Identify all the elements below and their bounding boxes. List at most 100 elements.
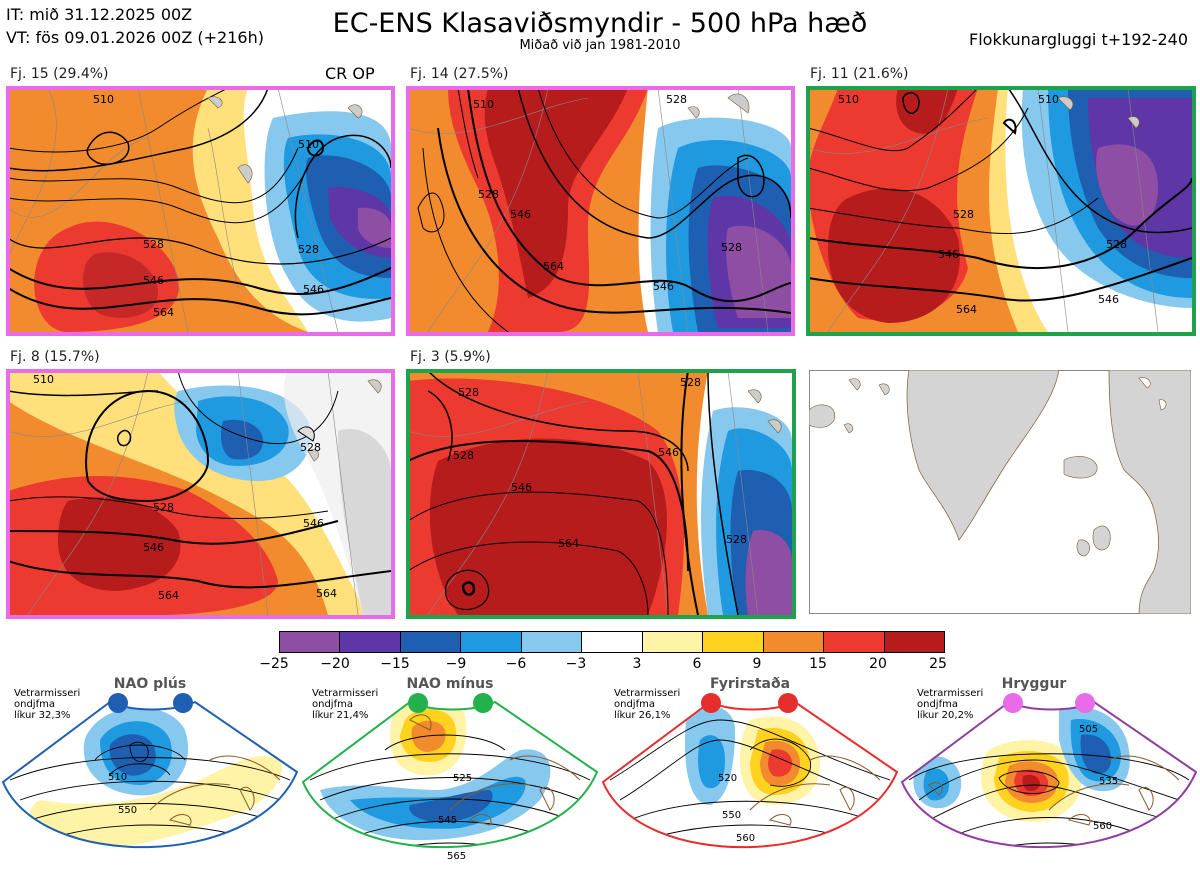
cluster-map-3: 510 528 546 564 546 528 510 (808, 88, 1192, 332)
colorbar-tick-label: 3 (632, 656, 642, 672)
contour-label: 528 (666, 93, 687, 106)
page-subtitle: Miðað við jan 1981-2010 (519, 38, 681, 53)
contour-label: 546 (511, 481, 532, 494)
colorbar-segment (280, 632, 341, 652)
contour-label: 528 (153, 501, 174, 514)
contour-label: 546 (1098, 293, 1119, 306)
regime-season: Vetrarmisseri (312, 688, 379, 699)
colorbar-tick-label: −25 (259, 656, 289, 672)
contour-label: 550 (722, 810, 741, 821)
contour-label: 528 (478, 188, 499, 201)
contour-label: 528 (1106, 238, 1127, 251)
contour-label: 510 (838, 93, 859, 106)
regime-map-ridge: 505 535 560 (900, 693, 1198, 849)
cluster-map-1: 510 528 546 564 546 528 510 (8, 88, 391, 332)
contour-label: 564 (316, 587, 337, 600)
contour-label: 510 (33, 373, 54, 386)
contour-label: 564 (158, 589, 179, 602)
contour-label: 520 (718, 773, 737, 784)
contour-label: 546 (658, 446, 679, 459)
cluster-border-1 (6, 86, 395, 336)
contour-label: 564 (153, 306, 174, 319)
contour-label: 565 (447, 851, 466, 862)
colorbar-tick-label: −9 (445, 656, 467, 672)
contour-label: 546 (143, 274, 164, 287)
contour-label: 546 (653, 280, 674, 293)
regime-map-nao-plus: 510 550 (1, 693, 299, 849)
colorbar-segment (340, 632, 401, 652)
contour-label: 528 (300, 441, 321, 454)
regime-title-blocking: Fyrirstaða (709, 676, 791, 692)
colorbar-segment (884, 632, 944, 652)
colorbar-segment (642, 632, 704, 652)
contour-label: 535 (1099, 776, 1118, 787)
colorbar-tick-label: 15 (809, 656, 827, 672)
colorbar-tick-label: −6 (505, 656, 527, 672)
contour-label: 528 (953, 208, 974, 221)
regime-months: ondjfma (312, 699, 353, 710)
regime-season: Vetrarmisseri (614, 688, 681, 699)
contour-label: 528 (726, 533, 747, 546)
contour-label: 546 (143, 541, 164, 554)
contour-label: 546 (510, 208, 531, 221)
colorbar-tick-label: 6 (692, 656, 702, 672)
contour-label: 505 (1079, 724, 1098, 735)
regime-title-ridge: Hryggur (1001, 676, 1067, 692)
colorbar-tick-label: −15 (380, 656, 410, 672)
anomaly-colorbar (279, 631, 945, 653)
contour-label: 550 (118, 805, 137, 816)
contour-label: 560 (1093, 821, 1112, 832)
panel-label-3: Fj. 11 (21.6%) (810, 66, 909, 82)
cluster-map-4: 510 528 546 564 546 564 528 (8, 371, 391, 615)
reference-map (809, 370, 1191, 614)
contour-label: 564 (558, 537, 579, 550)
regime-season: Vetrarmisseri (917, 688, 984, 699)
panel-label-5: Fj. 3 (5.9%) (410, 349, 491, 365)
colorbar-segment (461, 632, 522, 652)
regime-info-blocking: Vetrarmisseri ondjfma líkur 26,1% (614, 688, 704, 721)
contour-label: 546 (303, 517, 324, 530)
colorbar-segment (521, 632, 583, 652)
colorbar-segment (400, 632, 462, 652)
regime-months: ondjfma (14, 699, 55, 710)
colorbar-segment (582, 632, 643, 652)
contour-label: 528 (721, 241, 742, 254)
contour-label: 510 (298, 138, 319, 151)
contour-label: 510 (473, 98, 494, 111)
contour-label: 528 (680, 376, 701, 389)
valid-time: VT: fös 09.01.2026 00Z (+216h) (6, 28, 264, 47)
regime-title-nao-minus: NAO mínus (406, 676, 494, 692)
regime-probability: líkur 21,4% (312, 710, 369, 721)
colorbar-segment (824, 632, 885, 652)
colorbar-tick-label: 20 (869, 656, 887, 672)
panel-label-2: Fj. 14 (27.5%) (410, 66, 509, 82)
regime-months: ondjfma (917, 699, 958, 710)
cluster-border-2 (406, 86, 795, 336)
panel-label-1: Fj. 15 (29.4%) (10, 66, 109, 82)
contour-label: 546 (938, 248, 959, 261)
regime-info-ridge: Vetrarmisseri ondjfma líkur 20,2% (917, 688, 1007, 721)
regime-map-nao-minus: 525 545 565 (301, 693, 599, 862)
contour-label: 546 (303, 283, 324, 296)
colorbar-tick-label: −3 (565, 656, 587, 672)
contour-label: 564 (956, 303, 977, 316)
init-time: IT: mið 31.12.2025 00Z (6, 5, 193, 24)
contour-label: 528 (453, 449, 474, 462)
colorbar-tick-label: 25 (929, 656, 947, 672)
contour-label: 510 (93, 93, 114, 106)
cluster-border-5 (406, 369, 796, 619)
contour-label: 525 (453, 773, 472, 784)
cluster-border-4 (6, 369, 395, 619)
regime-info-nao-minus: Vetrarmisseri ondjfma líkur 21,4% (312, 688, 402, 721)
regime-info-nao-plus: Vetrarmisseri ondjfma líkur 32,3% (14, 688, 104, 721)
contour-label: 560 (736, 833, 755, 844)
regime-map-blocking: 520 550 560 (601, 693, 899, 849)
colorbar-tick-label: 9 (752, 656, 762, 672)
cluster-border-3 (806, 86, 1196, 336)
contour-label: 510 (1038, 93, 1059, 106)
contour-label: 564 (543, 260, 564, 273)
contour-label: 528 (143, 238, 164, 251)
classification-window: Flokkunargluggi t+192-240 (969, 30, 1188, 49)
regime-title-nao-plus: NAO plús (113, 676, 187, 692)
page-title: EC-ENS Klasaviðsmyndir - 500 hPa hæð (332, 8, 868, 39)
